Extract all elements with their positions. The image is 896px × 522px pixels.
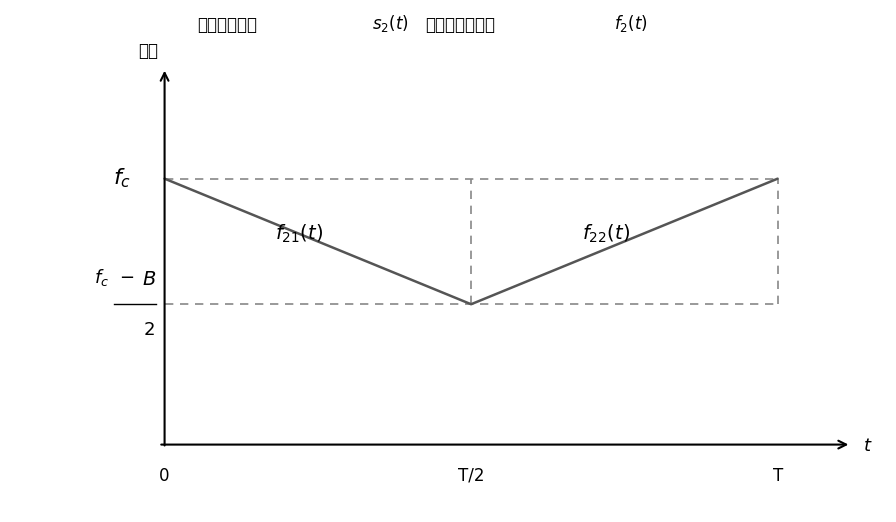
Text: $f_{21}(t)$: $f_{21}(t)$ [275,223,323,245]
Text: $f_c$: $f_c$ [113,167,131,191]
Text: $2$: $2$ [143,321,155,339]
Text: 0: 0 [159,467,170,485]
Text: 频率: 频率 [139,42,159,61]
Text: 的频率变化曲线: 的频率变化曲线 [426,16,495,34]
Text: $f_2(t)$: $f_2(t)$ [614,13,648,34]
Text: T: T [772,467,783,485]
Text: $t$: $t$ [864,437,873,455]
Text: T/2: T/2 [458,467,485,485]
Text: $s_2(t)$: $s_2(t)$ [372,13,409,34]
Text: 已调波形样本: 已调波形样本 [197,16,257,34]
Text: $f_c$  $-$: $f_c$ $-$ [93,267,134,288]
Text: $B$: $B$ [142,270,156,290]
Text: $f_{22}(t)$: $f_{22}(t)$ [582,223,630,245]
